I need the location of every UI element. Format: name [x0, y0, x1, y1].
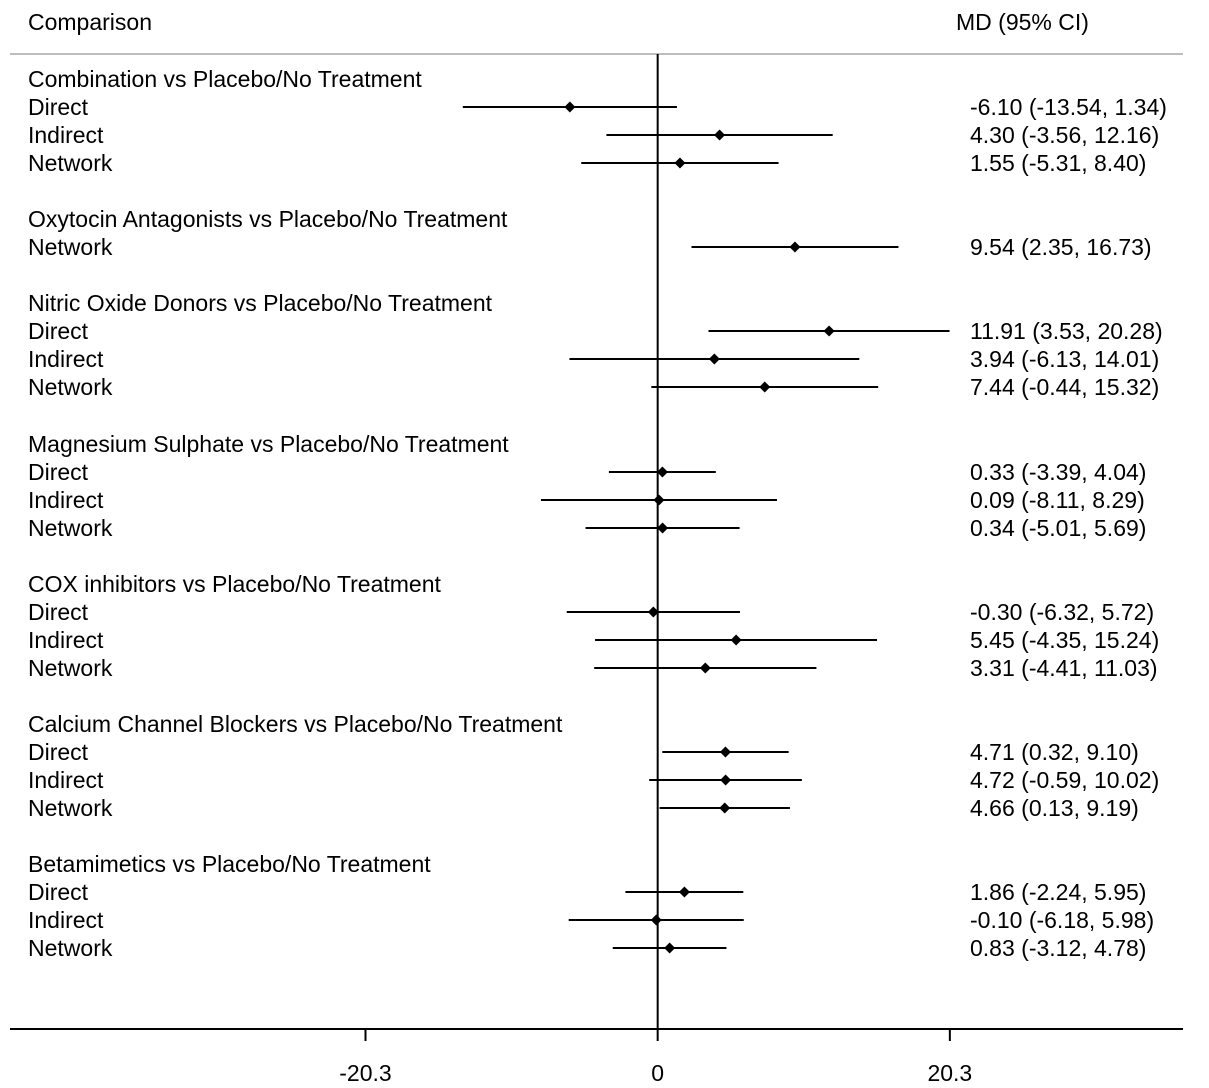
row-label: Indirect	[28, 122, 104, 148]
point-estimate-marker	[674, 157, 686, 169]
effect-estimate-text: 0.34 (-5.01, 5.69)	[970, 515, 1146, 541]
point-estimate-marker	[653, 494, 665, 506]
row-label: Network	[28, 515, 113, 541]
x-axis-ticks: -20.3 0 20.3	[339, 1029, 972, 1086]
effect-estimate-text: 5.45 (-4.35, 15.24)	[970, 627, 1159, 653]
effect-estimate-text: 4.66 (0.13, 9.19)	[970, 795, 1139, 821]
x-tick-label: 0	[651, 1060, 664, 1086]
row-label: Network	[28, 795, 113, 821]
effect-estimate-text: 0.09 (-8.11, 8.29)	[970, 487, 1145, 513]
row-label: Network	[28, 655, 113, 681]
point-estimate-marker	[656, 466, 668, 478]
point-estimate-marker	[650, 914, 662, 926]
effect-estimate-text: 3.94 (-6.13, 14.01)	[970, 346, 1159, 372]
x-tick-label: 20.3	[927, 1060, 972, 1086]
row-label: Network	[28, 374, 113, 400]
effect-estimate-text: 0.33 (-3.39, 4.04)	[970, 459, 1146, 485]
point-estimate-marker	[789, 241, 801, 253]
effect-estimate-text: 1.86 (-2.24, 5.95)	[970, 879, 1146, 905]
row-label: Direct	[28, 94, 89, 120]
effect-estimate-text: 4.72 (-0.59, 10.02)	[970, 767, 1159, 793]
effect-estimate-text: 9.54 (2.35, 16.73)	[970, 234, 1152, 260]
row-label: Direct	[28, 739, 89, 765]
point-estimate-marker	[678, 886, 690, 898]
point-estimate-marker	[699, 662, 711, 674]
effect-estimate-text: -0.30 (-6.32, 5.72)	[970, 599, 1154, 625]
point-estimate-marker	[823, 325, 835, 337]
x-tick-label: -20.3	[339, 1060, 391, 1086]
row-label: Direct	[28, 318, 89, 344]
group-title: COX inhibitors vs Placebo/No Treatment	[28, 571, 442, 597]
group-title: Betamimetics vs Placebo/No Treatment	[28, 851, 431, 877]
row-label: Direct	[28, 459, 89, 485]
group-title: Nitric Oxide Donors vs Placebo/No Treatm…	[28, 290, 493, 316]
point-estimate-marker	[719, 802, 731, 814]
point-estimate-marker	[714, 129, 726, 141]
point-estimate-marker	[647, 606, 659, 618]
point-estimate-marker	[664, 942, 676, 954]
row-label: Indirect	[28, 346, 104, 372]
effect-estimate-text: 4.71 (0.32, 9.10)	[970, 739, 1139, 765]
header-md-ci: MD (95% CI)	[956, 9, 1089, 35]
point-estimate-marker	[657, 522, 669, 534]
effect-estimate-text: 0.83 (-3.12, 4.78)	[970, 935, 1146, 961]
group-title: Magnesium Sulphate vs Placebo/No Treatme…	[28, 431, 509, 457]
group-title: Calcium Channel Blockers vs Placebo/No T…	[28, 711, 563, 737]
point-estimate-marker	[708, 353, 720, 365]
point-estimate-marker	[719, 746, 731, 758]
effect-estimate-text: 1.55 (-5.31, 8.40)	[970, 150, 1146, 176]
group-title: Oxytocin Antagonists vs Placebo/No Treat…	[28, 206, 508, 232]
row-label: Indirect	[28, 487, 104, 513]
effect-estimate-text: -0.10 (-6.18, 5.98)	[970, 907, 1154, 933]
effect-estimate-text: -6.10 (-13.54, 1.34)	[970, 94, 1167, 120]
header-comparison: Comparison	[28, 9, 152, 35]
group-title: Combination vs Placebo/No Treatment	[28, 66, 422, 92]
row-label: Direct	[28, 879, 89, 905]
point-estimate-marker	[759, 381, 771, 393]
point-estimate-marker	[720, 774, 732, 786]
effect-estimate-text: 3.31 (-4.41, 11.03)	[970, 655, 1158, 681]
row-label: Network	[28, 234, 113, 260]
row-label: Network	[28, 150, 113, 176]
effect-estimate-text: 11.91 (3.53, 20.28)	[970, 318, 1163, 344]
row-label: Indirect	[28, 767, 104, 793]
effect-estimate-text: 4.30 (-3.56, 12.16)	[970, 122, 1159, 148]
effect-estimate-text: 7.44 (-0.44, 15.32)	[970, 374, 1159, 400]
point-estimate-marker	[564, 101, 576, 113]
row-label: Network	[28, 935, 113, 961]
forest-rows: Combination vs Placebo/No TreatmentDirec…	[28, 66, 1167, 961]
point-estimate-marker	[730, 634, 742, 646]
row-label: Indirect	[28, 907, 104, 933]
row-label: Direct	[28, 599, 89, 625]
row-label: Indirect	[28, 627, 104, 653]
